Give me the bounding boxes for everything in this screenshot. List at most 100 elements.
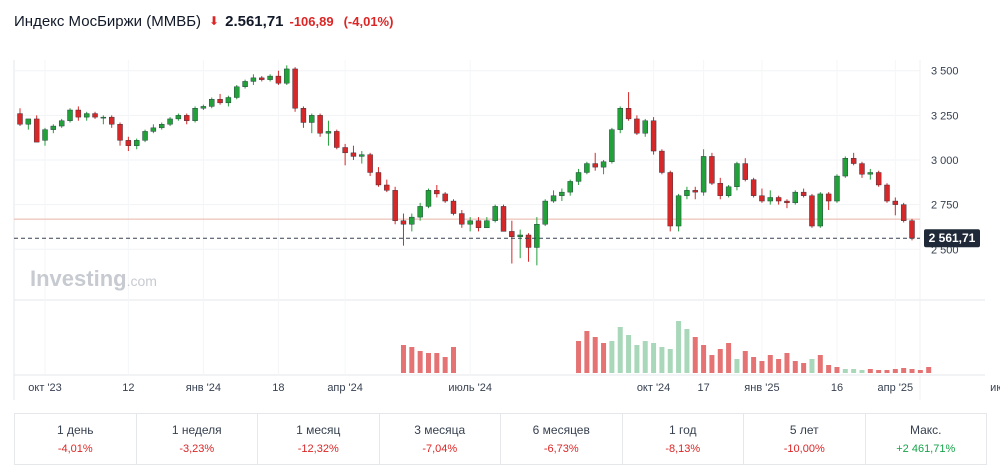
volume-bar	[867, 369, 873, 373]
x-tick-label: 12	[122, 382, 134, 394]
volume-bar	[726, 343, 732, 373]
candle-body	[184, 115, 190, 121]
candle-body	[509, 231, 515, 237]
volume-bar	[809, 359, 815, 373]
candle-body	[625, 108, 632, 120]
volume-bar	[801, 363, 807, 373]
candle-body	[284, 68, 290, 84]
candle-body	[234, 86, 240, 98]
candle-body	[709, 156, 715, 184]
period-6[interactable]: 5 лет -10,00%	[744, 414, 866, 464]
candle-body	[542, 200, 548, 225]
period-label: 5 лет	[789, 423, 819, 437]
candle-body	[884, 184, 890, 202]
volume-bar	[400, 345, 406, 373]
volume-bar	[901, 368, 907, 373]
candle-body	[150, 127, 157, 132]
x-tick-label: окт '24	[637, 382, 670, 394]
candle-body	[834, 175, 840, 202]
candle-body	[667, 172, 673, 227]
volume-bar	[759, 361, 765, 373]
candle-body	[259, 77, 265, 80]
candle-body	[842, 157, 849, 177]
candle-body	[500, 206, 507, 232]
candle-body	[17, 113, 23, 125]
volume-bar	[609, 341, 615, 373]
candle-body	[575, 172, 582, 182]
candle-body	[692, 190, 698, 193]
volume-bar	[409, 347, 415, 373]
volume-bar	[425, 353, 431, 373]
volume-bar	[834, 367, 840, 373]
candle-body	[650, 120, 657, 152]
period-value: +2 461,71%	[896, 443, 956, 455]
candle-body	[417, 206, 423, 218]
volume-bar	[892, 369, 898, 373]
volume-bar	[876, 370, 882, 373]
volume-bar	[659, 347, 665, 373]
period-7[interactable]: Макс. +2 461,71%	[866, 414, 987, 464]
candle-body	[217, 99, 223, 104]
y-tick-label: 2 500	[931, 244, 959, 256]
period-1[interactable]: 1 неделя -3,23%	[137, 414, 258, 464]
candle-body	[450, 200, 457, 214]
volume-bar	[417, 351, 423, 373]
period-4[interactable]: 6 месяцев -6,73%	[501, 414, 623, 464]
volume-bar	[701, 345, 707, 373]
y-tick-label: 2 750	[931, 200, 959, 212]
candle-body	[300, 108, 307, 123]
candle-body	[659, 150, 665, 173]
candle-body	[225, 97, 232, 104]
period-5[interactable]: 1 год -8,13%	[623, 414, 744, 464]
volume-bar	[709, 355, 715, 373]
volume-bar	[442, 357, 448, 373]
down-arrow-icon: ⬇	[209, 14, 220, 28]
candle-body	[350, 152, 357, 157]
candle-body	[50, 125, 57, 130]
volume-bar	[584, 331, 590, 373]
candle-body	[759, 195, 765, 202]
x-tick-label: апр '25	[878, 382, 914, 394]
candle-body	[550, 195, 557, 202]
candle-body	[900, 204, 907, 221]
x-tick-label: янв '24	[186, 382, 221, 394]
candle-body	[809, 195, 815, 227]
period-value: -4,01%	[57, 443, 93, 455]
candle-body	[334, 131, 340, 148]
volume-bar	[684, 329, 690, 373]
volume-bar	[634, 345, 640, 373]
last-price: 2.561,71	[225, 12, 284, 30]
period-value: -6,73%	[543, 443, 579, 455]
volume-bar	[767, 355, 773, 373]
performance-periods: 1 день -4,01% 1 неделя -3,23% 1 месяц -12,32%…	[14, 413, 987, 465]
instrument-title: Индекс МосБиржи (MMBБ)	[14, 12, 202, 30]
period-label: Макс.	[909, 423, 942, 437]
period-label: 1 год	[668, 423, 697, 437]
volume-bar	[851, 369, 857, 373]
period-2[interactable]: 1 месяц -12,32%	[258, 414, 380, 464]
candle-body	[442, 193, 448, 202]
period-0[interactable]: 1 день -4,01%	[15, 414, 137, 464]
volume-bar	[742, 351, 748, 373]
candle-body	[92, 113, 98, 118]
candle-body	[909, 220, 915, 239]
candle-body	[83, 113, 90, 118]
candle-body	[725, 186, 732, 196]
price-change-percent: (-4,01%)	[343, 13, 394, 29]
volume-bar	[792, 361, 798, 373]
candle-body	[492, 206, 498, 221]
candle-body	[309, 115, 315, 123]
candle-body	[800, 191, 807, 196]
period-3[interactable]: 3 месяца -7,04%	[380, 414, 501, 464]
candle-body	[700, 156, 707, 193]
candle-body	[292, 68, 298, 109]
volume-bar	[576, 341, 582, 373]
candle-body	[859, 163, 865, 175]
volume-bar	[926, 367, 932, 373]
candle-body	[817, 193, 824, 227]
candlestick-chart[interactable]: 2 500 2 750 3 000 3 250 3 500 окт '23 12 янв '2…	[0, 0, 1000, 410]
candle-body	[892, 200, 899, 205]
candle-body	[517, 234, 523, 237]
x-tick-label: июль '24	[448, 382, 492, 394]
volume-bar	[909, 369, 915, 373]
